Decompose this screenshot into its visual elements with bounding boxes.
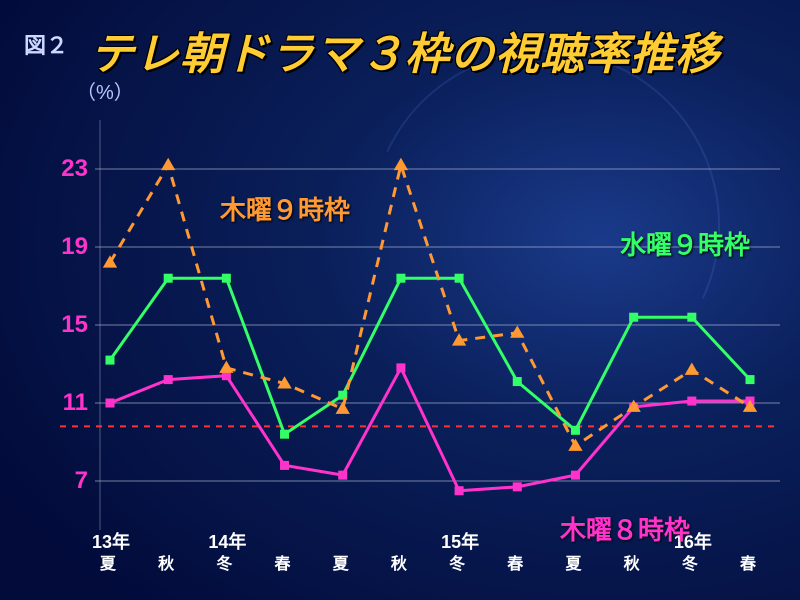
y-axis-unit: （%）: [76, 76, 134, 105]
y-tick-label: 11: [48, 389, 88, 417]
x-tick-label: 夏: [333, 550, 349, 574]
y-tick-label: 15: [48, 311, 88, 339]
x-year-label: 15年: [441, 528, 479, 554]
x-tick-label: 秋: [624, 550, 640, 574]
chart-title: テレ朝ドラマ３枠の視聴率推移: [90, 18, 720, 82]
series-label: 水曜９時枠: [620, 225, 750, 262]
y-tick-label: 7: [48, 467, 88, 495]
y-tick-label: 23: [48, 155, 88, 183]
chart-svg: [20, 80, 780, 580]
y-tick-label: 19: [48, 233, 88, 261]
x-tick-label: 春: [275, 550, 291, 574]
series-label: 木曜８時枠: [560, 510, 690, 547]
x-tick-label: 秋: [391, 550, 407, 574]
x-year-label: 14年: [208, 528, 246, 554]
x-tick-label: 秋: [158, 550, 174, 574]
series-label: 木曜９時枠: [220, 190, 350, 227]
x-tick-label: 春: [740, 550, 756, 574]
chart-area: （%） 711151923夏秋冬春夏秋冬春夏秋冬春13年14年15年16年木曜８…: [20, 80, 780, 580]
x-tick-label: 春: [507, 550, 523, 574]
x-year-label: 13年: [92, 528, 130, 554]
x-tick-label: 夏: [565, 550, 581, 574]
figure-label: 図２: [24, 28, 68, 60]
